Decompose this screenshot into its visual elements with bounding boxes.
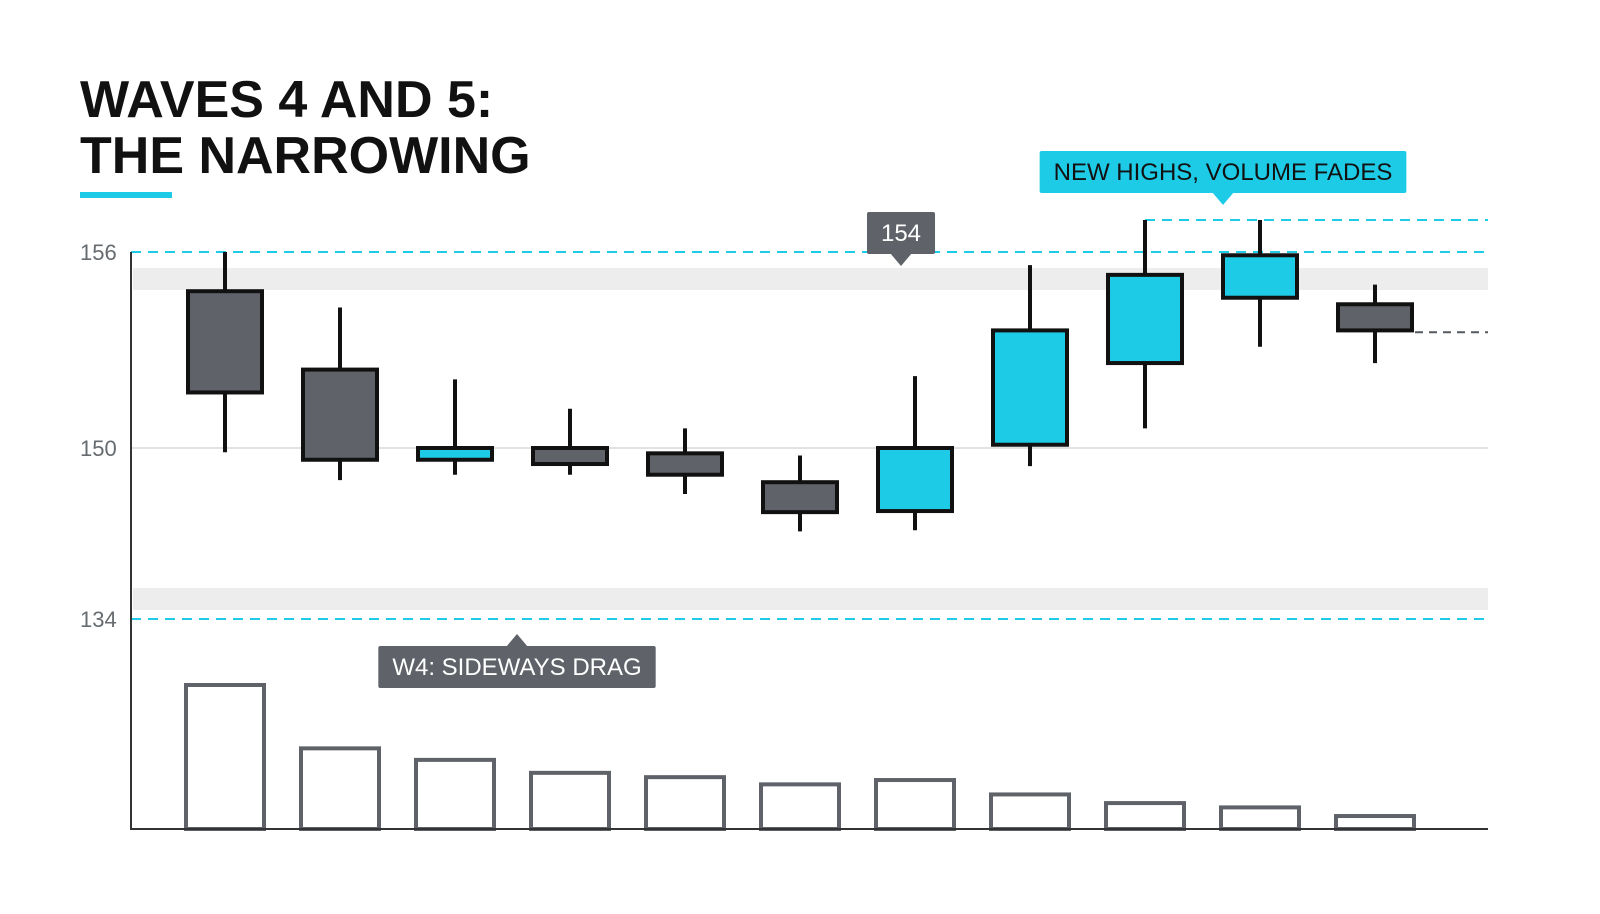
callout-sideways-drag-label: W4: SIDEWAYS DRAG: [392, 654, 641, 681]
callout-new-highs-pointer: [1212, 192, 1234, 205]
candle: [416, 379, 494, 475]
callout-154-label: 154: [881, 220, 921, 247]
candle: [301, 307, 379, 481]
callout-sideways-drag-box: [378, 646, 656, 688]
candle: [1336, 284, 1414, 364]
volume-bar: [1219, 805, 1301, 832]
callout-154-pointer: [890, 253, 912, 266]
callout-sideways-drag-pointer: [506, 634, 528, 647]
candle-body: [876, 446, 954, 514]
candle-body: [416, 446, 494, 462]
volume-bar: [529, 770, 611, 832]
volume-bar: [759, 782, 841, 831]
callout-new-highs-label: NEW HIGHS, VOLUME FADES: [1054, 159, 1393, 186]
candle-body: [646, 451, 724, 477]
candle-body: [301, 367, 379, 462]
candle: [761, 455, 839, 532]
candle: [1221, 220, 1299, 347]
y-tick-label-156: 156: [80, 240, 117, 265]
candle-body: [1106, 272, 1184, 366]
candle: [531, 408, 609, 475]
lower-band: [133, 588, 1488, 610]
callout-154-box: [866, 212, 936, 254]
candle-body: [991, 328, 1069, 447]
volume-bar: [414, 757, 496, 832]
candle-body: [1221, 253, 1299, 300]
callout-new-highs-box: [1039, 151, 1407, 193]
y-tick-label-134: 134: [80, 607, 117, 632]
volume-bars: [184, 683, 1416, 832]
candle: [876, 376, 954, 531]
volume-bar: [874, 778, 956, 831]
candle-body: [761, 480, 839, 515]
chart-title-line1: WAVES 4 AND 5:: [80, 71, 493, 129]
callouts: 154 NEW HIGHS, VOLUME FADES W4: SIDEWAYS D…: [378, 151, 1407, 688]
chart-title-line2: THE NARROWING: [80, 127, 531, 185]
candle: [186, 252, 264, 453]
y-tick-label-150: 150: [80, 436, 117, 461]
y-axis-ticks: 156 150 134: [80, 240, 117, 632]
candle: [991, 265, 1069, 467]
candle-body: [186, 289, 264, 395]
candle: [646, 428, 724, 494]
volume-bar: [1104, 801, 1186, 832]
volume-bar: [184, 683, 266, 831]
callout-154: 154: [866, 212, 936, 266]
volume-bar: [644, 775, 726, 831]
callout-sideways-drag: W4: SIDEWAYS DRAG: [378, 634, 656, 688]
volume-bar: [989, 792, 1071, 832]
candle-body: [531, 446, 609, 467]
title-underline: [80, 192, 172, 198]
volume-bar: [1334, 814, 1416, 831]
volume-bar: [299, 746, 381, 831]
candlesticks: [186, 220, 1414, 532]
candle-body: [1336, 302, 1414, 333]
callout-new-highs: NEW HIGHS, VOLUME FADES: [1039, 151, 1407, 205]
candle: [1106, 220, 1184, 429]
